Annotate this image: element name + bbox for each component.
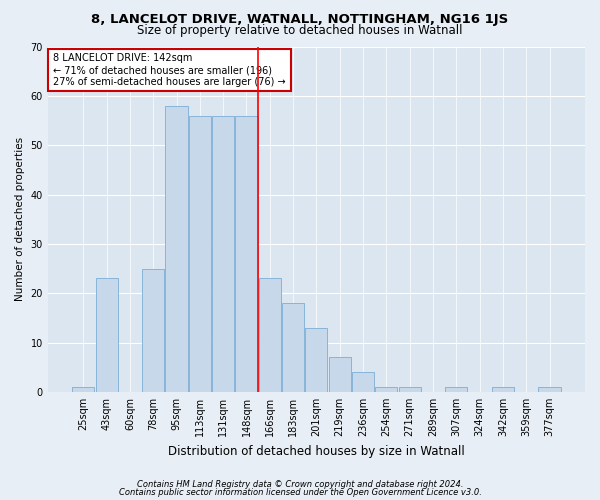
Bar [375, 387, 397, 392]
Bar [445, 387, 467, 392]
Bar [72, 387, 94, 392]
Bar [329, 358, 351, 392]
Bar [166, 106, 188, 392]
Bar [212, 116, 234, 392]
Bar [398, 387, 421, 392]
Bar [305, 328, 328, 392]
Bar [538, 387, 560, 392]
Bar [282, 303, 304, 392]
Text: 8 LANCELOT DRIVE: 142sqm
← 71% of detached houses are smaller (196)
27% of semi-: 8 LANCELOT DRIVE: 142sqm ← 71% of detach… [53, 54, 286, 86]
Text: Contains public sector information licensed under the Open Government Licence v3: Contains public sector information licen… [119, 488, 481, 497]
Text: Contains HM Land Registry data © Crown copyright and database right 2024.: Contains HM Land Registry data © Crown c… [137, 480, 463, 489]
Bar [259, 278, 281, 392]
Bar [189, 116, 211, 392]
Bar [95, 278, 118, 392]
Bar [352, 372, 374, 392]
Text: 8, LANCELOT DRIVE, WATNALL, NOTTINGHAM, NG16 1JS: 8, LANCELOT DRIVE, WATNALL, NOTTINGHAM, … [91, 12, 509, 26]
Text: Size of property relative to detached houses in Watnall: Size of property relative to detached ho… [137, 24, 463, 37]
Bar [142, 268, 164, 392]
X-axis label: Distribution of detached houses by size in Watnall: Distribution of detached houses by size … [168, 444, 465, 458]
Y-axis label: Number of detached properties: Number of detached properties [15, 137, 25, 302]
Bar [492, 387, 514, 392]
Bar [235, 116, 257, 392]
